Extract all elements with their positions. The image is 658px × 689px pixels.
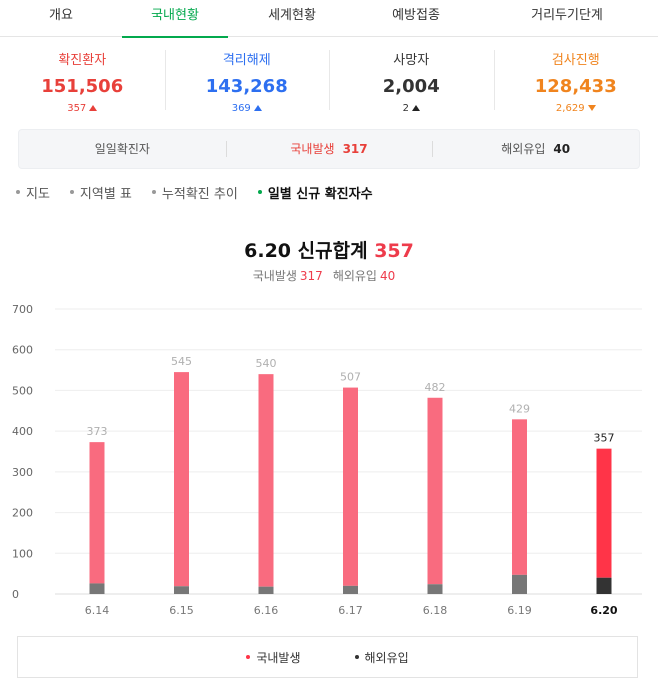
- main-tabs: 개요 국내현황 세계현황 예방접종 거리두기단계: [0, 0, 658, 38]
- bar-domestic: [343, 387, 358, 586]
- y-tick-label: 200: [12, 507, 33, 520]
- chart-legend: 국내발생 해외유입: [17, 636, 638, 678]
- daily-domestic: 국내발생 317: [225, 130, 433, 168]
- bullet-icon: [16, 190, 20, 194]
- bar-value-label: 482: [425, 381, 446, 394]
- stat-confirmed-value: 151,506: [41, 76, 124, 97]
- stat-testing-value: 128,433: [534, 76, 617, 97]
- bar-overseas: [343, 585, 358, 594]
- bar-overseas: [596, 577, 612, 594]
- bar-domestic: [174, 372, 189, 587]
- stat-deaths-change: 2: [329, 102, 494, 116]
- stats-summary: 확진환자 151,506 357 격리해제 143,268 369 사망자 2,…: [0, 38, 658, 120]
- up-arrow-icon: [253, 105, 262, 111]
- bar-overseas: [174, 586, 189, 594]
- subnav-map[interactable]: 지도: [16, 182, 50, 202]
- x-tick-label: 6.16: [254, 604, 279, 617]
- subnav-cumulative-trend[interactable]: 누적확진 추이: [151, 182, 238, 202]
- y-tick-label: 100: [12, 547, 33, 560]
- stat-testing-change: 2,629: [494, 102, 658, 116]
- subtitle-domestic-value: 317: [299, 269, 323, 283]
- daily-overseas-value: 40: [553, 142, 571, 156]
- daily-new-cases-chart: 0 100 200 300 400 500 600 700 373 6.14 545 6.15 540 6…: [12, 303, 642, 617]
- up-arrow-icon: [411, 105, 420, 111]
- bullet-icon: [257, 190, 262, 194]
- stat-deaths-value: 2,004: [382, 76, 440, 97]
- y-tick-label: 600: [12, 344, 33, 357]
- daily-confirmed-box: 일일확진자 국내발생 317 해외유입 40: [18, 129, 640, 169]
- bullet-icon: [151, 190, 156, 194]
- tab-distancing[interactable]: 거리두기단계: [531, 8, 603, 23]
- bar-domestic: [596, 448, 612, 578]
- bar-overseas: [427, 584, 443, 594]
- stat-confirmed-label: 확진환자: [58, 53, 107, 68]
- stat-deaths: 사망자 2,004 2: [329, 38, 494, 120]
- tab-world[interactable]: 세계현황: [268, 8, 316, 23]
- x-tick-label: 6.17: [338, 604, 363, 617]
- x-tick-label: 6.14: [85, 604, 110, 617]
- chart-subtitle: 국내발생 317 해외유입 40: [252, 269, 396, 283]
- bar-value-label: 429: [509, 402, 530, 415]
- bar-value-label: 357: [594, 432, 615, 445]
- y-tick-label: 700: [12, 303, 33, 316]
- stat-deaths-label: 사망자: [393, 53, 430, 68]
- stat-released: 격리해제 143,268 369: [164, 38, 330, 120]
- y-tick-label: 400: [12, 425, 33, 438]
- bar-value-label: 545: [171, 355, 192, 368]
- x-tick-label: 6.19: [507, 604, 532, 617]
- y-tick-label: 500: [12, 384, 33, 397]
- subnav-region-table[interactable]: 지역별 표: [69, 182, 132, 202]
- bar-overseas: [512, 574, 527, 594]
- daily-domestic-value: 317: [342, 142, 368, 156]
- bullet-icon: [69, 190, 74, 194]
- subnav-daily-new[interactable]: 일별 신규 확진자수: [257, 182, 373, 202]
- tab-domestic[interactable]: 국내현황: [122, 0, 228, 38]
- chart-title-value: 357: [374, 240, 414, 262]
- bar-domestic: [89, 442, 105, 584]
- bar-domestic: [427, 397, 443, 585]
- stat-released-label: 격리해제: [222, 53, 271, 68]
- stat-testing: 검사진행 128,433 2,629: [493, 38, 658, 120]
- bar-value-label: 540: [256, 357, 277, 370]
- tab-overview[interactable]: 개요: [49, 8, 73, 23]
- bar-domestic: [512, 419, 527, 575]
- down-arrow-icon: [587, 105, 596, 111]
- daily-overseas: 해외유입 40: [432, 130, 639, 168]
- stat-released-value: 143,268: [205, 76, 288, 97]
- y-tick-label: 300: [12, 466, 33, 479]
- y-tick-label: 0: [12, 588, 19, 601]
- sub-navigation: 지도 지역별 표 누적확진 추이 일별 신규 확진자수: [16, 182, 393, 202]
- x-tick-label: 6.18: [423, 604, 448, 617]
- stat-released-change: 369: [165, 102, 330, 116]
- stat-confirmed: 확진환자 151,506 357: [0, 38, 165, 120]
- legend-overseas: 해외유입: [354, 649, 409, 666]
- bar-domestic: [258, 374, 274, 587]
- bar-value-label: 373: [87, 425, 108, 438]
- chart-title: 6.20 신규합계 357: [244, 240, 414, 262]
- daily-label: 일일확진자: [94, 142, 150, 156]
- legend-domestic: 국내발생: [246, 649, 301, 666]
- bar-value-label: 507: [340, 371, 361, 384]
- subtitle-overseas-value: 40: [379, 269, 396, 283]
- stat-testing-label: 검사진행: [551, 53, 600, 68]
- x-tick-label: 6.20: [590, 604, 617, 617]
- bar-overseas: [258, 586, 274, 594]
- bar-overseas: [89, 583, 105, 594]
- stat-confirmed-change: 357: [0, 102, 165, 116]
- legend-dot-icon: [354, 655, 359, 659]
- legend-dot-icon: [246, 655, 251, 659]
- up-arrow-icon: [89, 105, 98, 111]
- x-tick-label: 6.15: [169, 604, 194, 617]
- tab-vaccination[interactable]: 예방접종: [392, 8, 440, 23]
